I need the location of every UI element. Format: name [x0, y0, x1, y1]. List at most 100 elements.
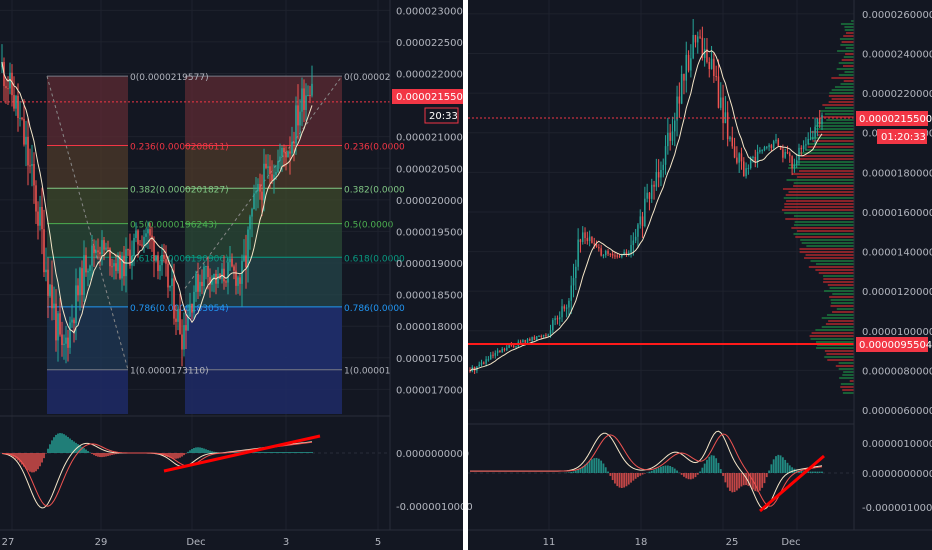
volume-profile-bar	[793, 233, 854, 235]
left-candle	[297, 105, 299, 126]
volume-profile-bar	[828, 95, 854, 97]
right-chart-panel[interactable]: 0.0000260000 0.0000240000 0.0000220000 0.00…	[468, 0, 932, 548]
volume-profile-bar	[845, 47, 854, 49]
volume-profile-bar	[826, 314, 854, 316]
left-candle	[59, 313, 61, 335]
left-candle	[85, 255, 87, 273]
volume-profile-bar	[840, 23, 854, 25]
left-candle	[99, 252, 101, 255]
volume-profile-bar	[839, 38, 854, 40]
right-time-axis[interactable]: 11 18 25 Dec	[543, 537, 801, 548]
left-osc-hist	[105, 453, 107, 457]
right-candle	[485, 359, 487, 364]
volume-profile-bar	[806, 245, 854, 247]
right-osc-hist	[627, 473, 630, 485]
volume-profile-bar	[784, 206, 854, 208]
right-candle	[572, 278, 575, 286]
volume-profile-bar	[788, 164, 854, 166]
right-osc-hist	[611, 473, 614, 481]
left-candle	[283, 147, 285, 153]
volume-profile-bar	[821, 116, 854, 118]
volume-profile-bar	[807, 146, 854, 148]
volume-profile-bar	[849, 380, 854, 382]
right-candle	[604, 251, 607, 256]
left-candle	[77, 285, 79, 296]
left-osc-hist	[285, 452, 287, 453]
left-osc-hist	[77, 444, 79, 453]
left-price-tick: 0.0000210000	[396, 133, 469, 144]
left-chart-panel[interactable]: 0(0.0000219577) 0(0.00002 0.236(0.00002086…	[0, 0, 473, 548]
right-candle	[512, 345, 515, 347]
volume-profile-bar	[800, 239, 854, 241]
right-candle	[538, 335, 540, 337]
right-candle	[646, 192, 648, 199]
volume-profile-bar	[840, 386, 854, 388]
right-price-tick: 0.0000220000	[862, 89, 932, 100]
right-candle	[775, 139, 777, 142]
left-osc-hist	[269, 452, 271, 453]
right-price-axis[interactable]: 0.0000260000 0.0000240000 0.0000220000 0.00…	[862, 10, 932, 514]
volume-profile-bar	[788, 167, 854, 169]
right-candle	[706, 48, 708, 62]
right-osc-hist	[733, 473, 736, 492]
left-candle	[231, 258, 233, 267]
left-fib-retracement[interactable]: 0(0.0000219577) 0(0.00002 0.236(0.00002086…	[0, 73, 405, 414]
left-candles	[1, 44, 313, 367]
right-osc-hist	[614, 473, 616, 484]
right-osc-hist	[717, 462, 720, 473]
left-osc-hist	[33, 453, 35, 473]
left-candle	[15, 95, 17, 109]
left-candle	[167, 263, 169, 288]
volume-profile-bar	[817, 122, 854, 124]
left-candle	[249, 216, 251, 230]
right-candle	[743, 161, 745, 177]
volume-profile-bar	[782, 188, 854, 190]
right-candle	[522, 340, 524, 343]
right-candle	[648, 192, 651, 199]
left-candle	[161, 255, 163, 266]
volume-profile-bar	[821, 317, 854, 319]
volume-profile-bar	[823, 281, 854, 283]
right-date-tick: 11	[543, 537, 556, 548]
left-osc-hist	[67, 436, 69, 453]
right-candle	[740, 153, 743, 162]
left-osc-hist	[81, 446, 83, 453]
right-candle	[515, 346, 517, 348]
right-osc-hist	[620, 473, 623, 488]
left-candle	[189, 303, 191, 317]
left-price-tick: 0.0000170000	[396, 385, 469, 396]
left-osc-hist	[305, 452, 307, 453]
right-date-tick: 25	[726, 537, 739, 548]
right-candle	[496, 350, 499, 354]
left-osc-hist	[181, 453, 183, 457]
volume-profile-bar	[831, 77, 854, 79]
right-osc-hist	[572, 471, 575, 473]
left-candle	[31, 164, 33, 166]
right-candle	[726, 112, 729, 140]
left-price-axis[interactable]: 0.0000230000 0.0000225000 0.0000220000 0.00…	[396, 6, 473, 513]
left-candle	[221, 268, 223, 280]
left-time-axis[interactable]: 27 29 Dec 3 5	[2, 537, 382, 548]
left-osc-hist	[259, 452, 261, 453]
left-candle	[311, 83, 313, 96]
right-candle	[747, 168, 750, 170]
right-candle	[766, 146, 768, 148]
volume-profile-bar	[793, 182, 854, 184]
left-date-tick: 29	[95, 537, 108, 548]
right-osc-hist	[660, 466, 662, 473]
volume-profile-bar	[797, 176, 854, 178]
right-candle	[655, 172, 658, 187]
left-candle	[65, 337, 67, 344]
left-moving-average	[1, 61, 313, 334]
left-osc-hist	[193, 448, 195, 453]
right-candle	[506, 347, 508, 351]
right-date-tick: Dec	[781, 537, 800, 548]
right-osc-hist	[653, 469, 655, 473]
left-price-tick: 0.0000185000	[396, 291, 469, 302]
left-osc-hist	[15, 453, 17, 459]
volume-profile-bar	[829, 287, 854, 289]
left-candle	[251, 209, 253, 217]
right-price-tick: 0.0000060000	[862, 406, 932, 417]
fib-zone	[47, 306, 128, 370]
